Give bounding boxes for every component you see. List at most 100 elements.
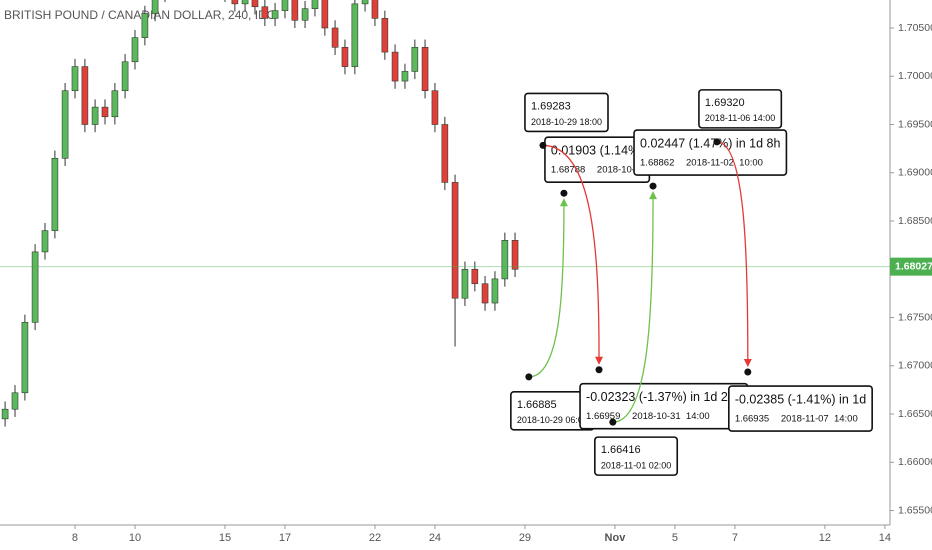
annotation-box-frame xyxy=(594,436,679,476)
measure-arrowhead xyxy=(649,191,658,200)
annotation-box: -0.02323 (-1.37%) in 1d 20h 1.66959 2018-1… xyxy=(579,382,749,430)
candle-body xyxy=(41,230,49,253)
y-tick-label: 1.67500 xyxy=(898,311,932,323)
annotation-box: -0.02385 (-1.41%) in 1d 1.66935 2018-11-07… xyxy=(728,385,873,432)
candle-body xyxy=(501,240,509,280)
candle-body xyxy=(401,71,409,82)
start-point xyxy=(713,138,721,146)
end-price: 1.68862 xyxy=(640,158,674,169)
annotation-box: 1.69283 2018-10-29 18:00 xyxy=(524,92,609,133)
start-date: 2018-10-29 18:00 xyxy=(531,117,602,127)
end-point xyxy=(649,182,657,190)
end-point xyxy=(595,366,603,374)
last-price-box xyxy=(890,257,932,276)
candle-body xyxy=(361,0,369,5)
last-price-label: 1.68027 xyxy=(895,260,932,272)
x-tick-label: 24 xyxy=(429,532,441,544)
annotation-box-frame xyxy=(633,129,788,176)
end-point xyxy=(560,189,568,197)
candle-body xyxy=(251,0,259,8)
y-tick-label: 1.70000 xyxy=(898,70,932,82)
measure-arrow xyxy=(542,144,600,358)
y-tick-label: 1.70500 xyxy=(898,22,932,34)
candle-body xyxy=(291,0,299,21)
candle-body xyxy=(311,0,319,9)
x-tick-label: 29 xyxy=(519,532,531,544)
candle-body xyxy=(451,182,459,299)
candle-body xyxy=(431,90,439,125)
candle-body xyxy=(481,283,489,304)
candle-body xyxy=(421,46,429,92)
candle-body xyxy=(351,3,359,67)
y-tick-label: 1.66000 xyxy=(898,456,932,468)
candle-body xyxy=(131,37,139,63)
x-tick-label: 7 xyxy=(732,532,738,544)
candle-body xyxy=(121,61,129,92)
y-tick-label: 1.66500 xyxy=(898,408,932,420)
measure-change: -0.02385 (-1.41%) in 1d xyxy=(735,392,866,406)
end-date: 2018-10-3 xyxy=(597,165,640,176)
candle-body xyxy=(391,51,399,82)
x-tick-label: 12 xyxy=(819,532,831,544)
candle-body xyxy=(151,0,159,14)
end-price: 1.66935 xyxy=(735,414,769,425)
annotation-box-frame xyxy=(728,385,873,432)
measure-arrowhead xyxy=(559,198,568,207)
x-tick-label: Nov xyxy=(605,532,627,544)
start-price: 1.69320 xyxy=(705,97,745,109)
annotation-box: 1.69320 2018-11-06 14:00 xyxy=(698,89,783,129)
candle-body xyxy=(231,0,239,5)
candle-body xyxy=(381,18,389,53)
measure-arrowhead xyxy=(595,356,604,365)
end-point xyxy=(744,368,752,376)
x-tick-label: 10 xyxy=(129,532,141,544)
candle-body xyxy=(341,46,349,67)
candle-body xyxy=(471,268,479,285)
y-tick-label: 1.69000 xyxy=(898,167,932,179)
measure-change: 0.01903 (1.14%) xyxy=(551,144,643,158)
x-tick-label: 5 xyxy=(672,532,678,544)
candle-body xyxy=(301,8,309,21)
candle-body xyxy=(271,10,279,19)
x-tick-label: 17 xyxy=(279,532,291,544)
end-date: 2018-11-02 10:00 xyxy=(686,158,763,169)
x-tick-label: 14 xyxy=(879,532,891,544)
y-tick-label: 1.65500 xyxy=(898,504,932,516)
candle-body xyxy=(241,0,249,5)
candle-body xyxy=(441,124,449,183)
measure-arrow xyxy=(716,141,749,361)
start-point xyxy=(539,141,547,149)
annotation-box: 0.02447 (1.47%) in 1d 8h 1.68862 2018-11-0… xyxy=(633,129,788,176)
candle-body xyxy=(331,27,339,48)
candle-body xyxy=(321,0,329,29)
end-price: 1.66959 xyxy=(586,411,620,422)
candle-body xyxy=(31,251,39,323)
candle-body xyxy=(261,6,269,19)
start-price: 1.69283 xyxy=(531,100,571,112)
candle-body xyxy=(81,66,89,125)
candle-body xyxy=(371,0,379,19)
candle-body xyxy=(1,408,9,420)
end-price: 1.68788 xyxy=(551,165,585,176)
measure-change: 0.02447 (1.47%) in 1d 8h xyxy=(640,136,780,150)
annotation-box-frame xyxy=(524,92,609,133)
start-date: 2018-11-06 14:00 xyxy=(705,113,775,123)
candle-body xyxy=(511,240,519,270)
candle-body xyxy=(411,46,419,72)
candle-body xyxy=(91,106,99,125)
y-tick-label: 1.67000 xyxy=(898,360,932,372)
candle-body xyxy=(71,66,79,92)
measure-arrow xyxy=(528,205,565,378)
end-date: 2018-10-31 14:00 xyxy=(632,411,710,422)
candle-body xyxy=(101,106,109,118)
y-tick-label: 1.68500 xyxy=(898,215,932,227)
annotation-box: 1.66416 2018-11-01 02:00 xyxy=(594,436,679,476)
candle-body xyxy=(61,90,69,159)
measure-arrowhead xyxy=(743,359,752,368)
measure-arrow xyxy=(612,198,654,423)
candle-body xyxy=(141,13,149,38)
candle-body xyxy=(21,322,29,394)
start-point xyxy=(609,418,617,426)
x-tick-label: 15 xyxy=(219,532,231,544)
